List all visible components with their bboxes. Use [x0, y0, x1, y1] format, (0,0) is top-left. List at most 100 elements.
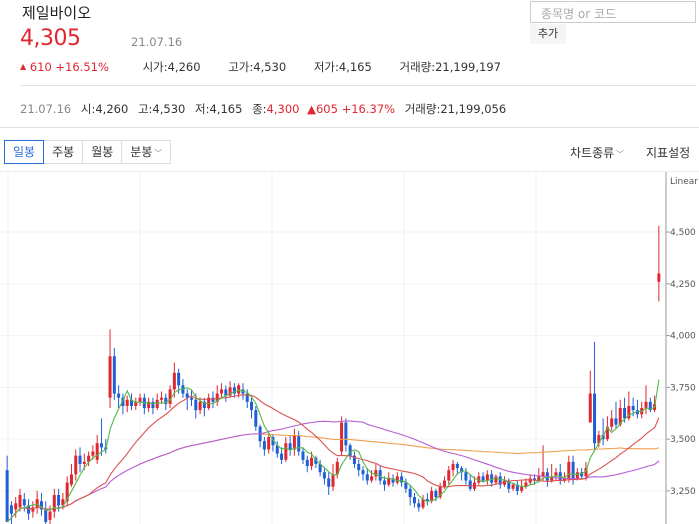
candle [280, 453, 284, 460]
candle [528, 478, 532, 483]
daily-summary: 21.07.16 시:4,260 고:4,530 저:4,165 종:4,300… [20, 102, 507, 116]
summary-high: 4,530 [152, 102, 186, 116]
candle [74, 455, 78, 475]
candle [250, 401, 254, 411]
candle [464, 472, 468, 481]
tab-minute-label: 분봉 [130, 145, 153, 159]
candle [44, 509, 48, 522]
candle [125, 399, 129, 406]
candle [644, 401, 648, 409]
candle [460, 468, 464, 473]
candle [301, 451, 305, 460]
candle [357, 463, 361, 471]
candle [14, 503, 18, 510]
candle [537, 476, 541, 481]
candle [305, 459, 309, 467]
candle [172, 372, 176, 390]
candle [147, 401, 151, 409]
add-button[interactable]: 추가 [530, 24, 566, 44]
candle [271, 437, 275, 446]
candle [580, 472, 584, 477]
stat-low-label: 저가 [313, 60, 336, 74]
candle [95, 443, 99, 460]
stat-low-value: 4,165 [338, 60, 372, 74]
candle [584, 468, 588, 477]
candle [524, 482, 528, 487]
candle [391, 478, 395, 483]
tab-minute[interactable]: 분봉 ﹀ [121, 140, 172, 164]
candle [164, 397, 168, 404]
candle [237, 385, 241, 394]
candle [378, 470, 382, 481]
candle [425, 499, 429, 502]
stat-open-label: 시가 [142, 60, 164, 74]
candle [194, 399, 198, 411]
candle [267, 437, 271, 450]
candle [207, 397, 211, 409]
indicator-settings-button[interactable]: 지표설정 [646, 146, 691, 160]
candle [27, 505, 31, 514]
candle [245, 393, 249, 402]
candle [447, 470, 451, 481]
candle [211, 397, 215, 402]
candle [190, 397, 194, 400]
price-change: 610 +16.51% [29, 60, 109, 74]
candle [421, 499, 425, 508]
candle [533, 478, 537, 481]
candle [224, 389, 228, 396]
candle [121, 397, 125, 406]
candle [284, 443, 288, 460]
candle [618, 408, 622, 425]
divider [0, 127, 699, 128]
candle [52, 495, 56, 512]
summary-volume-label: 거래량 [404, 102, 437, 116]
candle [314, 457, 318, 464]
candle [434, 490, 438, 498]
candle [494, 476, 498, 483]
divider [0, 171, 699, 172]
candle [198, 401, 202, 411]
candle [395, 476, 399, 483]
stock-search-input[interactable]: 종목명 or 코드 [530, 1, 696, 23]
candle [61, 499, 65, 506]
candle [327, 478, 331, 487]
candle [108, 356, 112, 398]
change-up-icon: ▲ [20, 62, 27, 71]
candle [417, 503, 421, 508]
candle [78, 455, 82, 464]
tab-weekly[interactable]: 주봉 [43, 140, 84, 164]
candle [575, 472, 579, 479]
candle [129, 399, 133, 406]
candle [335, 461, 339, 475]
chart-type-dropdown[interactable]: 차트종류 ﹀ [570, 144, 624, 161]
candle [151, 401, 155, 409]
tab-monthly[interactable]: 월봉 [82, 140, 123, 164]
ma20-line [6, 394, 660, 523]
candle [288, 443, 292, 450]
candle [18, 495, 22, 508]
tab-daily[interactable]: 일봉 [4, 140, 45, 164]
candle [400, 476, 404, 483]
candle [69, 474, 73, 485]
candle [490, 474, 494, 483]
candle [442, 480, 446, 487]
candle [563, 478, 567, 481]
candle [159, 397, 163, 400]
candle [567, 461, 571, 479]
candle [254, 410, 258, 427]
divider [20, 85, 696, 86]
candle [451, 463, 455, 471]
candle [99, 443, 103, 448]
summary-high-label: 고 [137, 102, 149, 116]
summary-date: 21.07.16 [20, 102, 72, 116]
candle [352, 455, 356, 464]
candle [232, 387, 236, 394]
candle [412, 497, 416, 504]
candle [370, 476, 374, 481]
candle [503, 480, 507, 485]
stat-high-value: 4,530 [253, 60, 287, 74]
price-chart[interactable]: Linear 3,250 3,500 3,750 4,000 4,250 4,500 [0, 172, 699, 524]
candle [215, 393, 219, 402]
stock-name: 제일바이오 [22, 4, 92, 22]
candle [228, 387, 232, 396]
